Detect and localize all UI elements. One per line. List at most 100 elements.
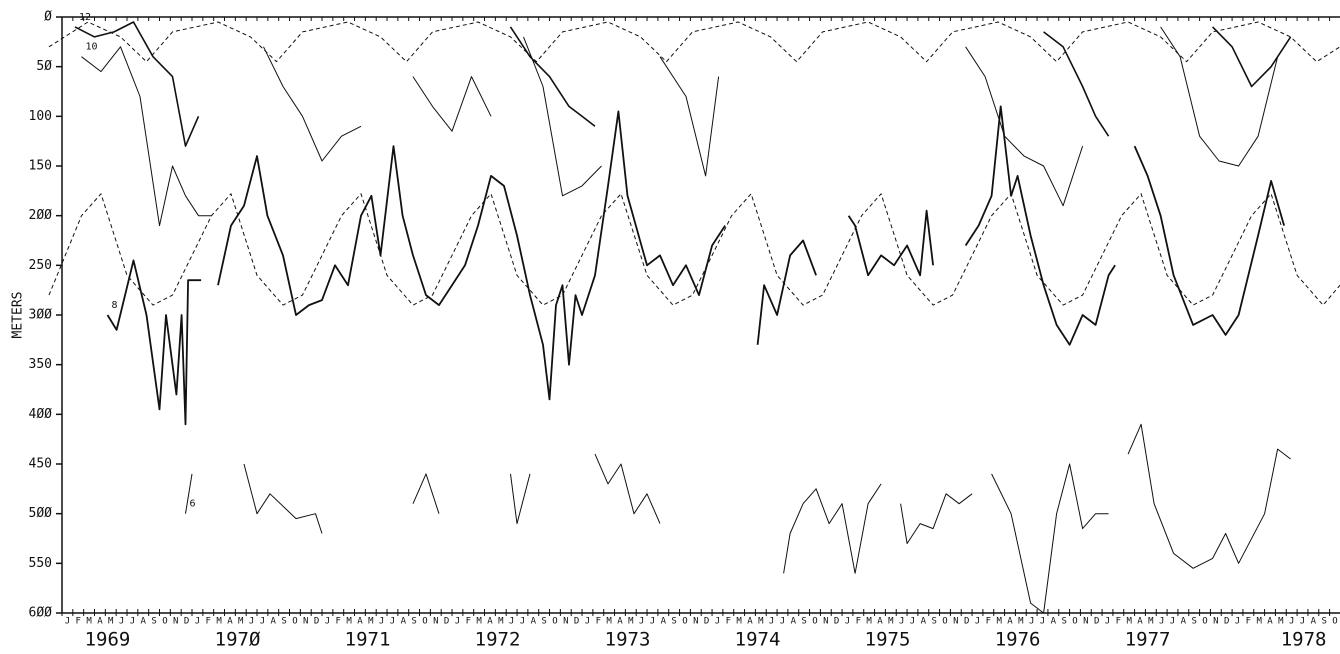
- month-label: N: [173, 617, 178, 627]
- isotherm-line: [185, 473, 193, 514]
- y-tick-label: 3ØØ: [29, 308, 53, 323]
- x-tick-label: 1978: [1281, 629, 1327, 651]
- month-label: N: [823, 617, 828, 627]
- series-label: 12: [79, 12, 91, 23]
- isotherm-line: [510, 473, 531, 525]
- month-label: M: [1278, 617, 1284, 627]
- month-label: M: [1126, 617, 1132, 627]
- month-label: A: [1267, 617, 1273, 627]
- month-label: F: [596, 617, 601, 627]
- month-label: M: [1148, 617, 1154, 627]
- month-label: D: [314, 617, 319, 627]
- month-label: A: [401, 617, 407, 627]
- month-label: N: [1083, 617, 1088, 627]
- climatology-line: [48, 193, 1340, 306]
- isotherm-line: [783, 483, 882, 574]
- y-tick-label: 6ØØ: [29, 606, 53, 621]
- month-label: S: [1321, 617, 1326, 627]
- month-label: A: [227, 617, 233, 627]
- month-label: A: [747, 617, 753, 627]
- month-label: F: [986, 617, 991, 627]
- month-label: M: [736, 617, 742, 627]
- series-label: 10: [86, 42, 98, 53]
- isotherm-line: [659, 56, 720, 177]
- x-tick-label: 1971: [345, 629, 391, 651]
- isotherm-line: [1212, 26, 1292, 88]
- month-label: J: [260, 617, 265, 627]
- month-label: D: [574, 617, 579, 627]
- y-axis-label: METERS: [11, 292, 26, 339]
- month-label: O: [292, 617, 297, 627]
- month-label: S: [151, 617, 156, 627]
- month-label: A: [141, 617, 147, 627]
- series-label: 6: [190, 499, 196, 510]
- month-label: J: [1029, 617, 1034, 627]
- month-label: M: [606, 617, 612, 627]
- month-label: S: [931, 617, 936, 627]
- month-label: J: [325, 617, 330, 627]
- month-label: F: [1116, 617, 1121, 627]
- isotherm-line: [81, 46, 212, 227]
- month-label: A: [791, 617, 797, 627]
- month-label: N: [1213, 617, 1218, 627]
- y-tick-label: 100: [29, 109, 52, 124]
- x-tick-label: 1972: [475, 629, 521, 651]
- month-label: S: [801, 617, 806, 627]
- y-tick-label: 450: [29, 457, 52, 472]
- month-label: J: [455, 617, 460, 627]
- isotherm-line: [756, 239, 817, 345]
- isotherm-line: [991, 463, 1109, 614]
- month-label: S: [541, 617, 546, 627]
- month-label: M: [996, 617, 1002, 627]
- month-label: O: [1072, 617, 1077, 627]
- month-label: M: [888, 617, 894, 627]
- month-label: O: [942, 617, 947, 627]
- isotherm-line: [1043, 31, 1110, 137]
- month-label: F: [1246, 617, 1251, 627]
- month-label: A: [877, 617, 883, 627]
- month-label: J: [249, 617, 254, 627]
- month-label: A: [921, 617, 927, 627]
- month-label: F: [206, 617, 211, 627]
- month-label: N: [953, 617, 958, 627]
- month-label: J: [910, 617, 915, 627]
- month-label: N: [433, 617, 438, 627]
- x-tick-label: 197Ø: [215, 629, 261, 651]
- y-tick-label: 550: [29, 556, 52, 571]
- x-tick-label: 1969: [85, 629, 131, 651]
- month-label: J: [1170, 617, 1175, 627]
- month-label: J: [65, 617, 70, 627]
- month-label: M: [498, 617, 504, 627]
- month-label: M: [346, 617, 352, 627]
- month-label: A: [1311, 617, 1317, 627]
- month-label: J: [390, 617, 395, 627]
- month-label: A: [617, 617, 623, 627]
- isotherm-line: [74, 21, 200, 147]
- month-label: S: [1191, 617, 1196, 627]
- isotherm-line: [412, 473, 440, 514]
- month-label: M: [476, 617, 482, 627]
- y-tick-label: Ø: [44, 10, 52, 25]
- month-label: O: [1202, 617, 1207, 627]
- x-tick-label: 1977: [1125, 629, 1171, 651]
- month-label: J: [379, 617, 384, 627]
- month-label: J: [975, 617, 980, 627]
- month-label: D: [1094, 617, 1099, 627]
- month-label: M: [758, 617, 764, 627]
- month-label: A: [1181, 617, 1187, 627]
- month-label: O: [552, 617, 557, 627]
- month-label: M: [216, 617, 222, 627]
- isotherm-line: [1133, 145, 1285, 336]
- isotherm-line: [217, 110, 726, 401]
- month-label: O: [812, 617, 817, 627]
- month-label: M: [86, 617, 92, 627]
- month-label: M: [866, 617, 872, 627]
- month-label: A: [487, 617, 493, 627]
- month-label: A: [1051, 617, 1057, 627]
- month-label: S: [411, 617, 416, 627]
- month-label: F: [76, 617, 81, 627]
- month-label: J: [119, 617, 124, 627]
- series-label: 8: [112, 300, 118, 311]
- isotherm-line: [594, 453, 661, 524]
- month-label: J: [130, 617, 135, 627]
